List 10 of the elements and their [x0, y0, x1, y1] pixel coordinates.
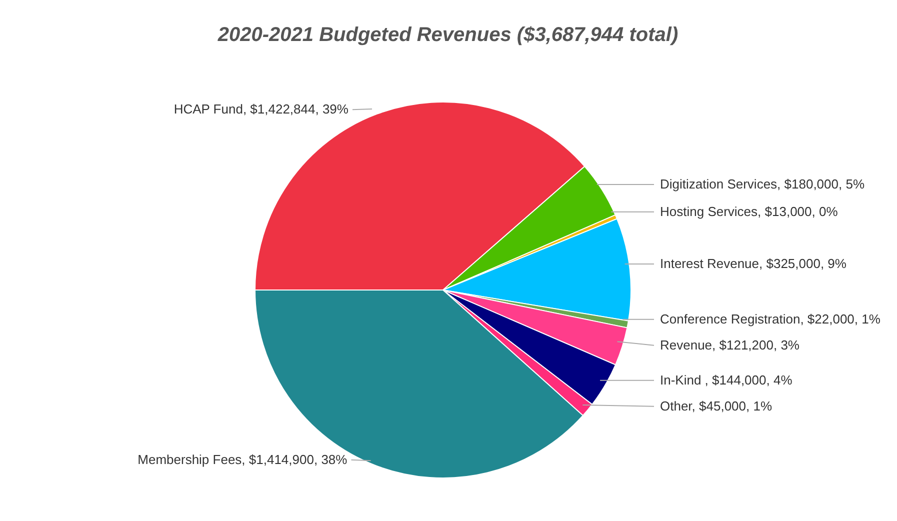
slice-label: Hosting Services, $13,000, 0% [660, 204, 838, 219]
slice-label: HCAP Fund, $1,422,844, 39% [174, 102, 349, 117]
slice-label: Other, $45,000, 1% [660, 398, 772, 414]
slice-label: Interest Revenue, $325,000, 9% [660, 256, 847, 272]
slice-label: In-Kind , $144,000, 4% [660, 372, 793, 388]
slice-label: Membership Fees, $1,414,900, 38% [138, 452, 348, 467]
chart-title: 2020-2021 Budgeted Revenues ($3,687,944 total) [216, 24, 680, 47]
slice-label: Conference Registration, $22,000, 1% [660, 311, 881, 326]
slice-label: Digitization Services, $180,000, 5% [660, 176, 865, 192]
slice-label: Revenue, $121,200, 3% [660, 337, 800, 352]
